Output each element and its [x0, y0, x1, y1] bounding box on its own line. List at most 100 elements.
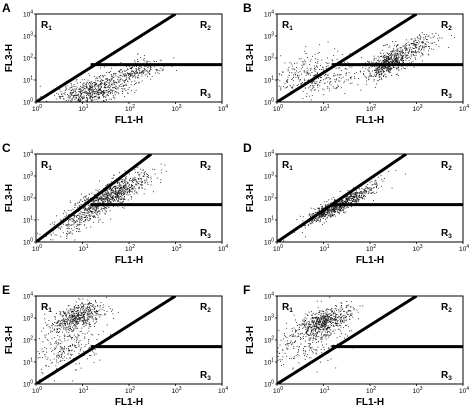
scatter-point — [84, 199, 86, 201]
scatter-point — [81, 220, 83, 222]
scatter-point — [322, 214, 324, 216]
scatter-point — [396, 67, 398, 69]
scatter-point — [82, 97, 84, 99]
scatter-point — [418, 49, 420, 51]
scatter-point — [317, 207, 319, 209]
scatter-point — [87, 322, 89, 324]
scatter-point — [79, 100, 80, 102]
scatter-point — [69, 335, 70, 337]
scatter-point — [133, 71, 134, 72]
scatter-point — [72, 380, 74, 382]
scatter-point — [392, 54, 394, 55]
scatter-point — [342, 207, 344, 209]
scatter-point — [71, 224, 72, 226]
scatter-point — [70, 202, 72, 203]
scatter-point — [334, 81, 336, 83]
scatter-point — [310, 89, 312, 90]
scatter-point — [313, 213, 314, 214]
scatter-point — [67, 214, 69, 216]
scatter-point — [103, 201, 105, 202]
scatter-point — [107, 86, 109, 87]
scatter-point — [129, 179, 130, 181]
scatter-point — [113, 205, 114, 207]
scatter-point — [392, 61, 393, 63]
scatter-point — [310, 84, 311, 86]
scatter-point — [413, 48, 415, 49]
scatter-point — [378, 59, 379, 61]
scatter-point — [94, 206, 96, 208]
scatter-point — [60, 228, 61, 230]
scatter-point — [76, 310, 78, 312]
scatter-point — [401, 57, 403, 59]
scatter-point — [79, 340, 81, 341]
scatter-point — [83, 91, 85, 93]
scatter-point — [101, 201, 103, 203]
scatter-point — [360, 191, 362, 193]
scatter-point — [320, 204, 322, 205]
scatter-point — [319, 221, 321, 223]
scatter-point — [109, 80, 111, 82]
scatter-point — [105, 190, 107, 192]
scatter-point — [339, 202, 341, 204]
scatter-point — [319, 220, 321, 222]
scatter-point — [365, 187, 366, 189]
scatter-point — [78, 231, 79, 233]
scatter-point — [124, 198, 126, 200]
scatter-point — [400, 58, 402, 60]
scatter-point — [78, 205, 80, 207]
scatter-point — [335, 206, 337, 207]
scatter-point — [136, 181, 138, 183]
scatter-point — [93, 82, 95, 84]
scatter-point — [75, 336, 77, 338]
scatter-point — [113, 193, 115, 195]
scatter-point — [320, 214, 322, 216]
scatter-point — [90, 205, 92, 207]
scatter-point — [69, 350, 71, 351]
scatter-point — [128, 87, 130, 89]
scatter-point — [88, 304, 89, 306]
scatter-point — [66, 228, 68, 229]
scatter-point — [351, 202, 352, 204]
scatter-point — [111, 75, 113, 77]
scatter-point — [375, 68, 377, 70]
scatter-point — [62, 319, 64, 321]
scatter-point — [308, 325, 310, 327]
scatter-point — [116, 199, 118, 201]
scatter-point — [87, 199, 89, 200]
y-tick-label: 104 — [23, 10, 33, 19]
scatter-point — [316, 319, 318, 320]
scatter-point — [386, 55, 387, 57]
scatter-point — [351, 193, 353, 195]
scatter-point — [359, 194, 360, 196]
scatter-point — [334, 322, 336, 324]
scatter-point — [132, 185, 133, 187]
scatter-point — [108, 199, 110, 201]
scatter-point — [118, 183, 120, 184]
scatter-point — [109, 210, 111, 212]
scatter-point — [116, 91, 117, 93]
scatter-point — [354, 193, 355, 195]
scatter-point — [95, 212, 97, 214]
scatter-point — [93, 85, 95, 87]
scatter-point — [286, 81, 287, 83]
scatter-point — [86, 303, 88, 305]
scatter-point — [40, 96, 42, 97]
x-tick-label: 101 — [79, 104, 89, 113]
scatter-point — [94, 96, 95, 98]
scatter-point — [382, 71, 384, 73]
scatter-point — [60, 322, 61, 324]
scatter-point — [350, 193, 352, 195]
scatter-point — [123, 199, 125, 200]
scatter-point — [96, 311, 98, 312]
scatter-point — [382, 66, 384, 68]
scatter-point — [385, 66, 387, 68]
scatter-point — [76, 231, 78, 232]
scatter-point — [98, 219, 100, 221]
scatter-point — [81, 313, 83, 315]
scatter-point — [291, 65, 293, 67]
scatter-point — [324, 82, 326, 84]
scatter-point — [92, 211, 93, 212]
scatter-point — [310, 74, 311, 76]
scatter-point — [67, 353, 69, 355]
scatter-point — [280, 86, 282, 88]
